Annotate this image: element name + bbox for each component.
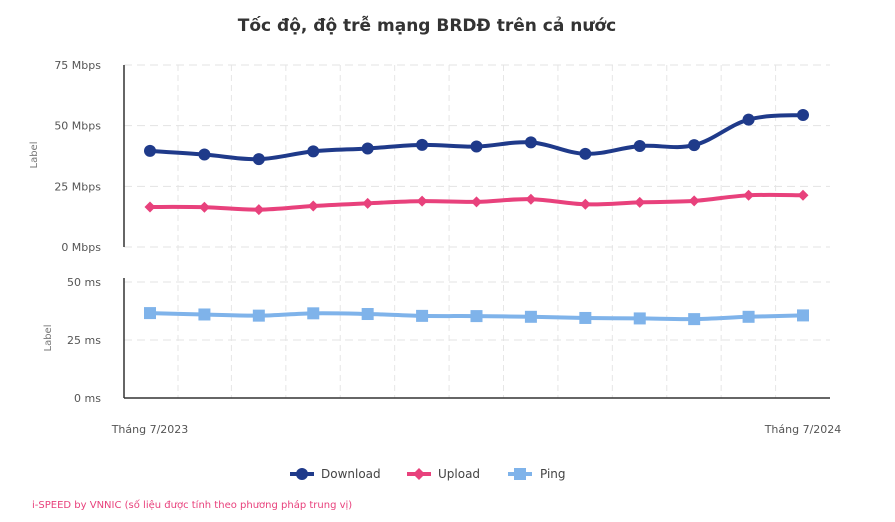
upload-point[interactable]: [144, 201, 156, 213]
ping-point[interactable]: [307, 307, 320, 320]
download-point[interactable]: [524, 136, 537, 149]
legend-item-download[interactable]: Download: [290, 467, 381, 481]
download-point[interactable]: [252, 153, 265, 166]
upload-point[interactable]: [253, 204, 265, 216]
legend-upload-marker: [413, 468, 425, 480]
x-tick-label-start: Tháng 7/2023: [111, 423, 189, 436]
speed-y-tick-label: 50 Mbps: [54, 120, 101, 133]
latency-y-tick-label: 0 ms: [74, 392, 101, 405]
latency-y-axis-label: Label: [43, 325, 54, 352]
tick-labels: 0 Mbps 25 Mbps 50 Mbps 75 Mbps 0 ms 25 ms 50 m…: [54, 59, 101, 405]
download-point[interactable]: [144, 144, 156, 157]
upload-point[interactable]: [198, 201, 210, 213]
upload-point[interactable]: [579, 198, 591, 210]
ping-point[interactable]: [524, 310, 537, 323]
source-note: i-SPEED by VNNIC (số liệu được tính theo…: [32, 499, 352, 511]
download-point[interactable]: [797, 108, 809, 121]
download-series-line: [149, 112, 804, 162]
latency-y-tick-label: 50 ms: [67, 276, 101, 289]
chart-title: Tốc độ, độ trễ mạng BRDĐ trên cả nước: [238, 14, 616, 36]
series-layer: [144, 108, 809, 326]
speed-y-tick-label: 25 Mbps: [54, 180, 101, 193]
upload-point[interactable]: [525, 193, 537, 205]
upload-point[interactable]: [471, 196, 482, 208]
download-point[interactable]: [688, 139, 701, 152]
ping-point[interactable]: [361, 308, 374, 321]
upload-point[interactable]: [362, 197, 374, 209]
speed-y-tick-label: 75 Mbps: [54, 59, 101, 72]
ping-point[interactable]: [742, 310, 755, 323]
upload-point[interactable]: [416, 195, 428, 207]
upload-point[interactable]: [634, 196, 646, 208]
legend-download-label: Download: [321, 467, 381, 481]
speed-y-tick-label: 0 Mbps: [61, 241, 101, 254]
ping-point[interactable]: [470, 310, 483, 323]
speed-y-axis-label: Label: [29, 142, 40, 169]
ping-point[interactable]: [797, 309, 809, 322]
legend-download-marker: [296, 468, 308, 480]
download-point[interactable]: [633, 140, 646, 153]
ping-point[interactable]: [579, 311, 592, 324]
legend-ping-label: Ping: [540, 467, 566, 481]
ping-point[interactable]: [198, 308, 211, 321]
download-point[interactable]: [198, 148, 211, 161]
ping-point[interactable]: [633, 312, 646, 325]
download-point[interactable]: [416, 138, 429, 151]
latency-y-tick-label: 25 ms: [67, 334, 101, 347]
legend-ping-marker: [514, 468, 526, 480]
legend-upload-label: Upload: [438, 467, 480, 481]
download-point[interactable]: [579, 147, 592, 160]
download-point[interactable]: [361, 142, 374, 155]
upload-point[interactable]: [797, 189, 809, 201]
download-point[interactable]: [470, 140, 483, 153]
download-point[interactable]: [307, 145, 320, 158]
upload-point[interactable]: [688, 195, 700, 207]
ping-point[interactable]: [688, 313, 701, 326]
download-point[interactable]: [742, 113, 755, 126]
x-tick-label-end: Tháng 7/2024: [764, 423, 842, 436]
upload-point[interactable]: [307, 200, 319, 212]
ping-point[interactable]: [252, 309, 265, 322]
legend-item-ping[interactable]: Ping: [508, 467, 566, 481]
grid: [124, 64, 830, 399]
ping-point[interactable]: [144, 307, 156, 320]
legend-item-upload[interactable]: Upload: [407, 467, 480, 481]
upload-point[interactable]: [743, 189, 755, 201]
legend: Download Upload Ping: [290, 467, 566, 481]
ping-point[interactable]: [416, 309, 429, 322]
